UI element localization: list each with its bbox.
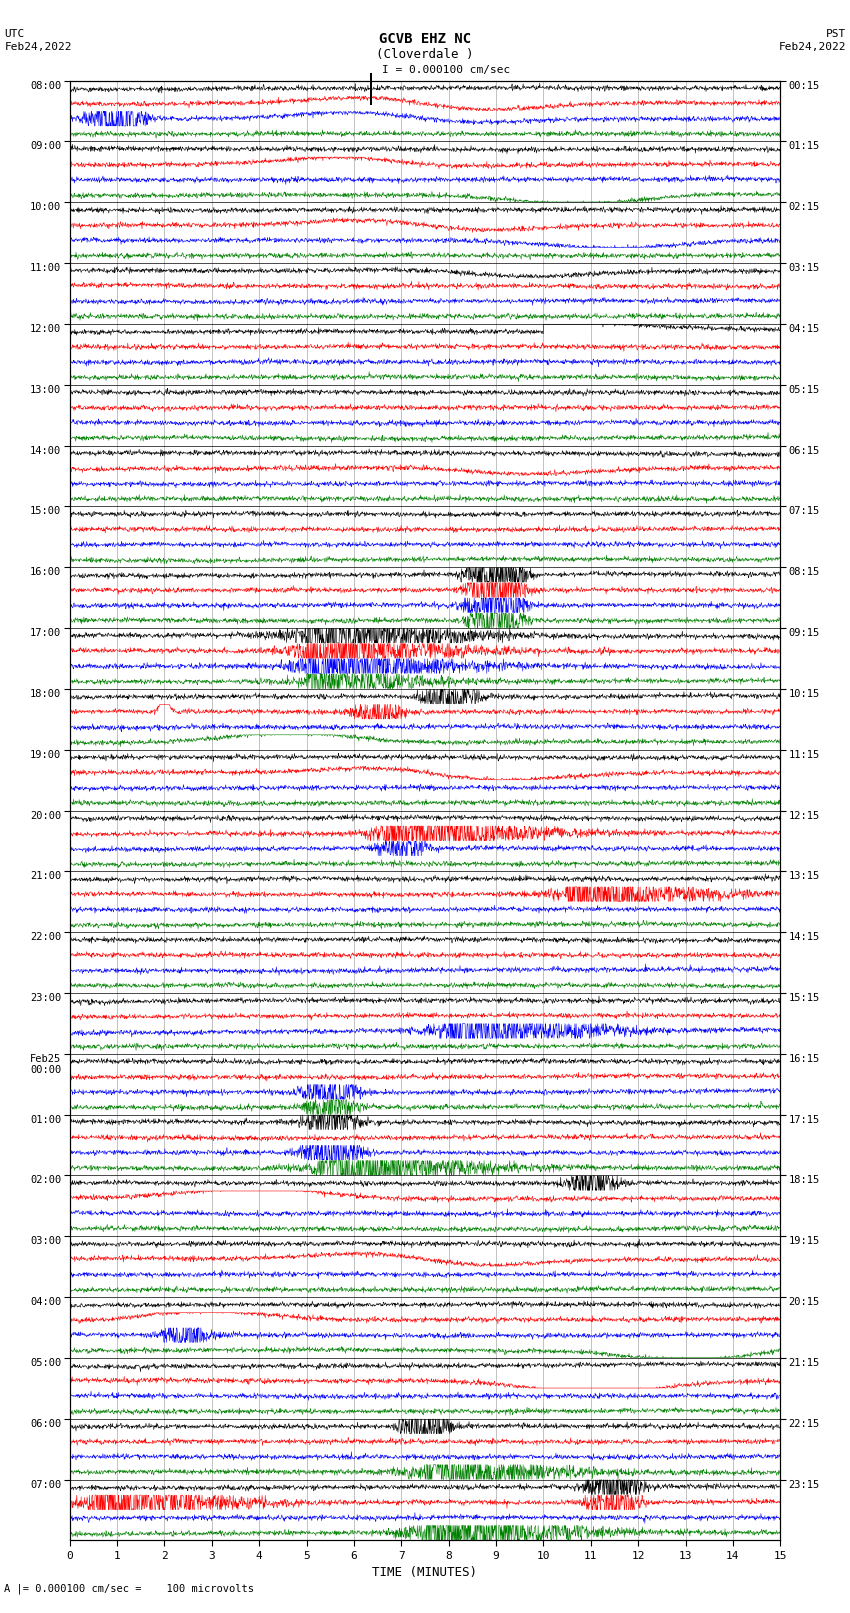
Text: A |= 0.000100 cm/sec =    100 microvolts: A |= 0.000100 cm/sec = 100 microvolts (4, 1582, 254, 1594)
Text: Feb24,2022: Feb24,2022 (4, 42, 71, 52)
Text: UTC: UTC (4, 29, 25, 39)
X-axis label: TIME (MINUTES): TIME (MINUTES) (372, 1566, 478, 1579)
Text: I = 0.000100 cm/sec: I = 0.000100 cm/sec (382, 65, 511, 74)
Text: (Cloverdale ): (Cloverdale ) (377, 48, 473, 61)
Text: PST: PST (825, 29, 846, 39)
Text: GCVB EHZ NC: GCVB EHZ NC (379, 32, 471, 47)
Text: Feb24,2022: Feb24,2022 (779, 42, 846, 52)
